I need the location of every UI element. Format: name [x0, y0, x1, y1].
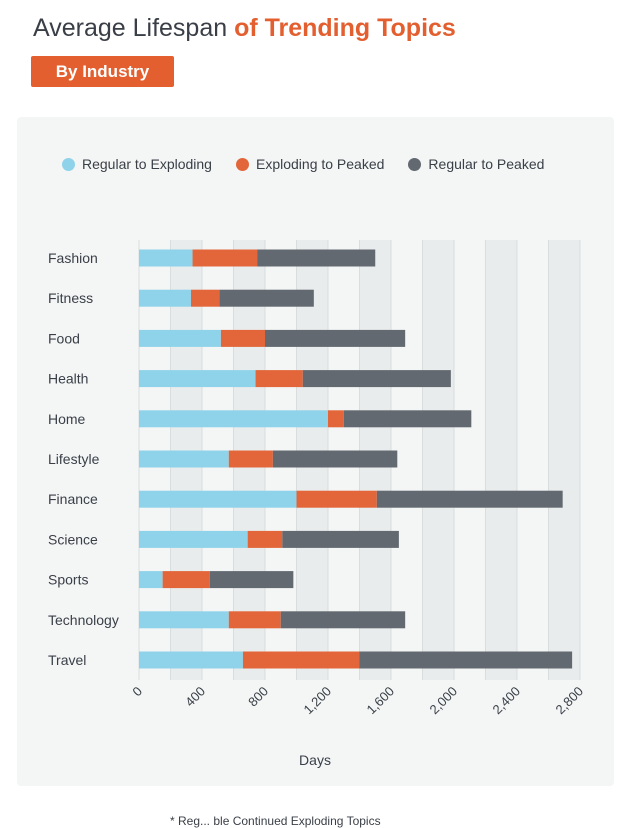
- chart-legend: Regular to Exploding Exploding to Peaked…: [62, 156, 568, 172]
- bar-fashion-exploding-to-peaked: [192, 249, 258, 267]
- bar-technology-exploding-to-peaked: [228, 611, 281, 629]
- title-accent: of Trending Topics: [234, 14, 456, 42]
- grid-band: [485, 240, 517, 680]
- legend-item-regular-to-peaked: Regular to Peaked: [408, 156, 544, 172]
- legend-label-regular-to-peaked: Regular to Peaked: [428, 156, 545, 172]
- bar-lifestyle-exploding-to-peaked: [228, 450, 273, 468]
- bar-fashion-regular-to-peaked: [257, 249, 376, 267]
- grid-band: [548, 240, 580, 680]
- x-tick-label: 1,600: [364, 684, 398, 718]
- bar-travel-exploding-to-peaked: [242, 651, 360, 669]
- bar-home-regular-to-exploding: [139, 410, 328, 428]
- grid-band: [422, 240, 454, 680]
- bar-science-exploding-to-peaked: [247, 530, 283, 548]
- bar-fitness-regular-to-peaked: [219, 289, 314, 307]
- chart-title: Average Lifespan of Trending Topics: [33, 14, 456, 43]
- bar-food-regular-to-exploding: [139, 329, 221, 347]
- bar-fitness-exploding-to-peaked: [190, 289, 220, 307]
- bar-finance-regular-to-peaked: [376, 490, 563, 508]
- bar-fitness-regular-to-exploding: [139, 289, 191, 307]
- bar-home-regular-to-peaked: [343, 410, 472, 428]
- bar-health-regular-to-exploding: [139, 370, 256, 388]
- bar-lifestyle-regular-to-peaked: [272, 450, 398, 468]
- category-label-lifestyle: Lifestyle: [48, 451, 100, 467]
- industry-badge: By Industry: [31, 56, 174, 87]
- x-tick-label: 1,200: [301, 684, 335, 718]
- bar-home-exploding-to-peaked: [328, 410, 344, 428]
- legend-swatch-regular-to-exploding: [62, 157, 75, 171]
- bar-sports-regular-to-exploding: [139, 571, 163, 589]
- category-label-health: Health: [48, 371, 88, 387]
- category-label-travel: Travel: [48, 652, 86, 668]
- legend-item-exploding-to-peaked: Exploding to Peaked: [235, 156, 385, 172]
- legend-swatch-regular-to-peaked: [408, 157, 422, 171]
- x-axis-label: Days: [299, 752, 331, 768]
- bar-science-regular-to-peaked: [282, 530, 399, 548]
- x-tick-label: 0: [129, 684, 145, 700]
- x-tick-label: 800: [245, 684, 271, 710]
- x-tick-label: 2,400: [490, 684, 524, 718]
- category-label-food: Food: [48, 330, 80, 346]
- legend-item-regular-to-exploding: Regular to Exploding: [62, 156, 212, 172]
- category-label-technology: Technology: [48, 612, 119, 628]
- category-label-finance: Finance: [48, 491, 98, 507]
- footnote: * Reg... ble Continued Exploding Topics: [170, 814, 381, 828]
- bar-technology-regular-to-exploding: [139, 611, 229, 629]
- title-main: Average Lifespan: [33, 14, 235, 42]
- category-label-sports: Sports: [48, 572, 88, 588]
- bar-fashion-regular-to-exploding: [139, 249, 193, 267]
- category-label-home: Home: [48, 411, 86, 427]
- category-label-science: Science: [48, 531, 98, 547]
- legend-label-regular-to-exploding: Regular to Exploding: [82, 156, 212, 172]
- bar-health-exploding-to-peaked: [255, 370, 303, 388]
- bar-food-exploding-to-peaked: [220, 329, 265, 347]
- bar-travel-regular-to-peaked: [359, 651, 573, 669]
- bar-health-regular-to-peaked: [302, 370, 451, 388]
- bar-sports-regular-to-peaked: [209, 571, 294, 589]
- legend-swatch-exploding-to-peaked: [235, 157, 249, 171]
- bar-finance-regular-to-exploding: [139, 490, 297, 508]
- bar-science-regular-to-exploding: [139, 530, 248, 548]
- stacked-bar-chart: Fashion Fitness Food Health Home Lifestyle Fin…: [48, 240, 587, 768]
- x-tick-label: 2,000: [427, 684, 461, 718]
- bar-sports-exploding-to-peaked: [162, 571, 210, 589]
- legend-label-exploding-to-peaked: Exploding to Peaked: [255, 156, 385, 172]
- category-label-fashion: Fashion: [48, 250, 98, 266]
- bar-food-regular-to-peaked: [265, 329, 406, 347]
- x-tick-label: 2,800: [553, 684, 587, 718]
- bar-technology-regular-to-peaked: [280, 611, 406, 629]
- bar-lifestyle-regular-to-exploding: [139, 450, 229, 468]
- bar-finance-exploding-to-peaked: [296, 490, 377, 508]
- x-tick-label: 400: [182, 684, 208, 710]
- category-label-fitness: Fitness: [48, 290, 93, 306]
- bar-travel-regular-to-exploding: [139, 651, 243, 669]
